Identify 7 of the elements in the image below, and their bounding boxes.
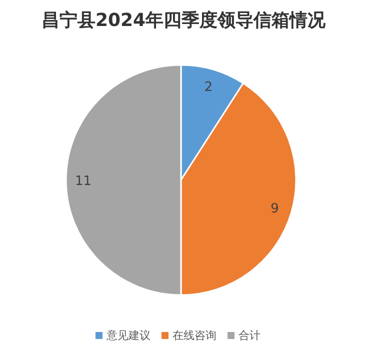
data-label: 2 (204, 80, 213, 96)
legend-label: 意见建议 (106, 329, 150, 342)
data-label: 11 (74, 174, 92, 189)
legend-label: 在线咨询 (172, 329, 216, 342)
data-label: 9 (270, 202, 279, 217)
legend-label: 合计 (238, 329, 260, 342)
chart-title: 昌宁县2024年四季度领导信箱情况 (41, 10, 327, 31)
